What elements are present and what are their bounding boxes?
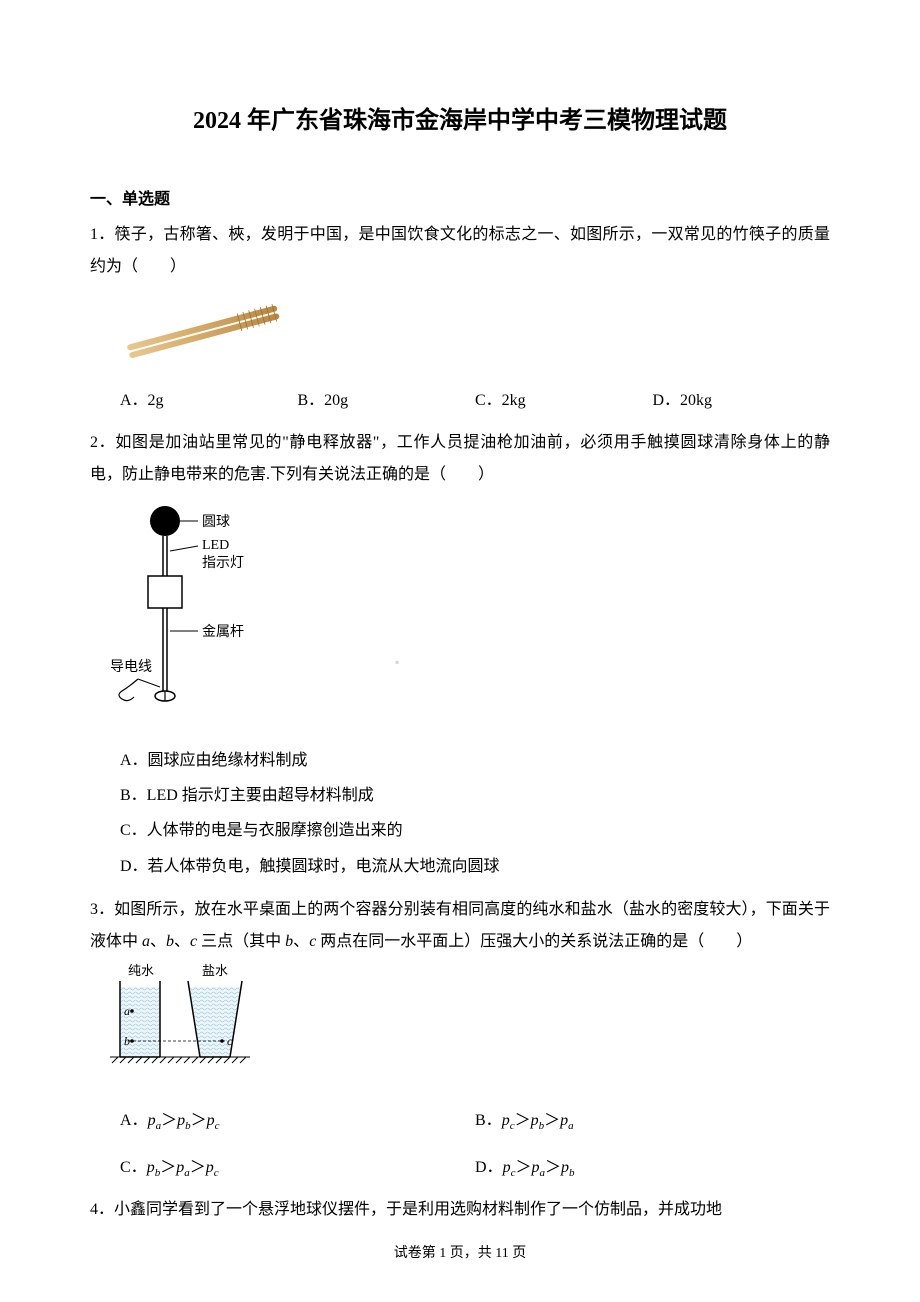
q4-text: 4．小鑫同学看到了一个悬浮地球仪摆件，于是利用选购材料制作了一个仿制品，并成功地 — [90, 1194, 830, 1226]
q3-a: a — [142, 933, 150, 950]
q1-opt-c: C．2kg — [475, 385, 653, 417]
q1-opt-d: D．20kg — [653, 385, 831, 417]
q2-options: A．圆球应由绝缘材料制成 B．LED 指示灯主要由超导材料制成 C．人体带的电是… — [90, 743, 830, 884]
label-rod: 金属杆 — [202, 624, 244, 640]
q3-t3: 两点在同一水平面上）压强大小的关系说法正确的是（ ） — [316, 933, 752, 950]
question-4: 4．小鑫同学看到了一个悬浮地球仪摆件，于是利用选购材料制作了一个仿制品，并成功地 — [90, 1194, 830, 1226]
q3-b: b — [166, 933, 174, 950]
q3-opt-c: C．pb＞pa＞pc — [120, 1152, 475, 1184]
chopsticks-figure — [120, 293, 830, 375]
q3-t2: 三点（其中 — [197, 933, 285, 950]
label-wire: 导电线 — [110, 659, 152, 675]
q3-opt-b: B．pc＞pb＞pa — [475, 1105, 830, 1137]
q1-text: 1．筷子，古称箸、梜，发明于中国，是中国饮食文化的标志之一、如图所示，一双常见的… — [90, 219, 830, 283]
q3-s3: 、 — [293, 933, 309, 950]
q2-opt-a: A．圆球应由绝缘材料制成 — [120, 743, 830, 778]
label-indicator: 指示灯 — [202, 555, 244, 571]
q3d-prefix: D． — [475, 1159, 503, 1176]
q3a-prefix: A． — [120, 1112, 148, 1129]
question-2: 2．如图是加油站里常见的"静电释放器"，工作人员提油枪加油前，必须用手触摸圆球清… — [90, 427, 830, 884]
question-3: 3．如图所示，放在水平桌面上的两个容器分别装有相同高度的纯水和盐水（盐水的密度较… — [90, 894, 830, 1184]
containers-figure: 纯水 盐水 a b — [110, 963, 830, 1095]
label-ball: 圆球 — [202, 514, 230, 530]
q3-opt-d: D．pc＞pa＞pb — [475, 1152, 830, 1184]
q1-opt-a: A．2g — [120, 385, 298, 417]
q3-s2: 、 — [174, 933, 190, 950]
q2-text: 2．如图是加油站里常见的"静电释放器"，工作人员提油枪加油前，必须用手触摸圆球清… — [90, 427, 830, 491]
section-header: 一、单选题 — [90, 185, 830, 209]
page-footer: 试卷第 1 页，共 11 页 — [0, 1242, 920, 1262]
q1-options: A．2g B．20g C．2kg D．20kg — [90, 385, 830, 417]
q3-options-row2: C．pb＞pa＞pc D．pc＞pa＞pb — [90, 1152, 830, 1184]
svg-text:c: c — [227, 1034, 233, 1048]
label-led: LED — [202, 538, 229, 553]
static-device-figure: 圆球 LED 指示灯 金属杆 导电线 — [110, 501, 830, 733]
svg-text:b: b — [124, 1034, 130, 1048]
svg-text:a: a — [124, 1004, 130, 1018]
q2-opt-c: C．人体带的电是与衣服摩擦创造出来的 — [120, 813, 830, 848]
q3c-prefix: C． — [120, 1159, 147, 1176]
q3-options-row1: A．pa＞pb＞pc B．pc＞pb＞pa — [90, 1105, 830, 1137]
watermark-icon: ▪ — [395, 655, 399, 669]
exam-title: 2024 年广东省珠海市金海岸中学中考三模物理试题 — [90, 100, 830, 135]
label-salt: 盐水 — [202, 963, 228, 978]
q3b-prefix: B． — [475, 1112, 502, 1129]
q3-opt-a: A．pa＞pb＞pc — [120, 1105, 475, 1137]
q2-opt-d: D．若人体带负电，触摸圆球时，电流从大地流向圆球 — [120, 849, 830, 884]
label-pure: 纯水 — [128, 963, 154, 978]
question-1: 1．筷子，古称箸、梜，发明于中国，是中国饮食文化的标志之一、如图所示，一双常见的… — [90, 219, 830, 417]
q1-opt-b: B．20g — [298, 385, 476, 417]
q3-b2: b — [285, 933, 293, 950]
q3-s1: 、 — [150, 933, 166, 950]
q2-opt-b: B．LED 指示灯主要由超导材料制成 — [120, 778, 830, 813]
q3-text: 3．如图所示，放在水平桌面上的两个容器分别装有相同高度的纯水和盐水（盐水的密度较… — [90, 894, 830, 958]
